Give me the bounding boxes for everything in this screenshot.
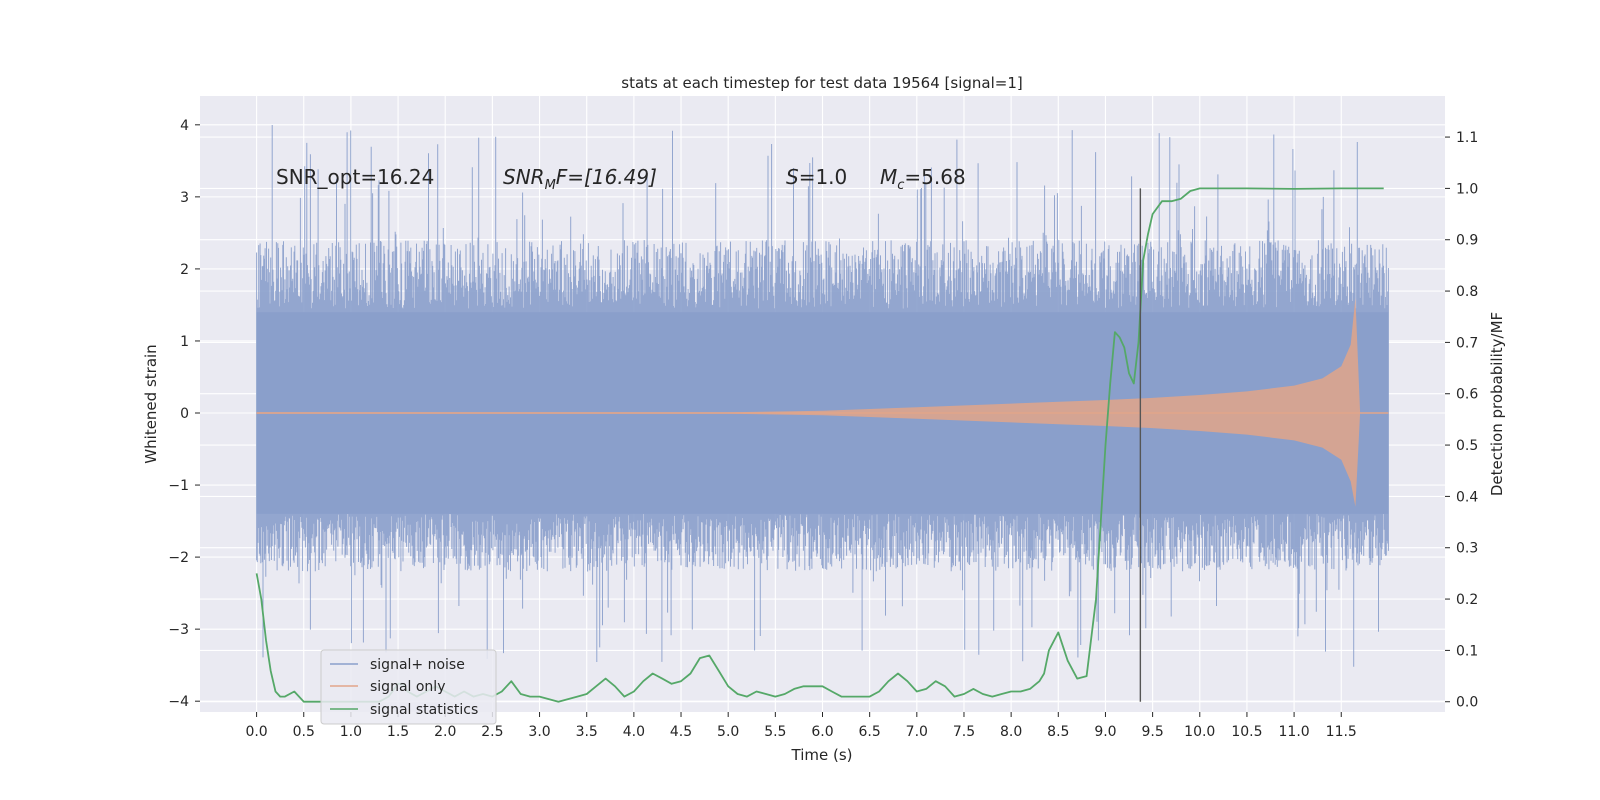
annotation-mc-value: =5.68: [904, 165, 965, 189]
x-tick-label: 1.0: [340, 724, 362, 740]
x-tick-label: 10.5: [1231, 724, 1262, 740]
x-tick-label: 11.0: [1279, 724, 1310, 740]
legend-box: [320, 649, 497, 725]
y2-tick-label: 0.4: [1456, 489, 1478, 505]
y2-tick-label: 0.8: [1456, 284, 1478, 300]
x-tick-label: 5.0: [717, 724, 739, 740]
y-tick-label: −2: [168, 550, 189, 566]
x-axis-label: Time (s): [791, 746, 853, 764]
x-tick-label: 6.5: [859, 724, 881, 740]
chart-title: stats at each timestep for test data 195…: [621, 74, 1022, 92]
x-tick-label: 7.5: [953, 724, 975, 740]
x-tick-label: 2.5: [481, 724, 503, 740]
annotation-s-italic: S: [786, 165, 799, 189]
y2-tick-label: 1.1: [1456, 130, 1478, 146]
annotation-mc-italic: M: [880, 165, 897, 189]
x-tick-label: 0.5: [293, 724, 315, 740]
y-tick-label: 4: [180, 118, 189, 134]
annotation-s: S=1.0: [786, 165, 847, 189]
x-tick-label: 1.5: [387, 724, 409, 740]
signal-only-envelope: [256, 297, 1389, 507]
y-tick-label: 0: [180, 406, 189, 422]
y2-tick-label: 0.3: [1456, 541, 1478, 557]
x-tick-label: 11.5: [1326, 724, 1357, 740]
y2-tick-label: 0.9: [1456, 233, 1478, 249]
signal-only-series: [256, 297, 1389, 507]
y-axis-ticks: 4 3 2 1 0 −1 −2 −3 −4: [168, 118, 200, 710]
legend-label-signal-noise: signal+ noise: [370, 657, 465, 673]
x-tick-label: 7.0: [906, 724, 928, 740]
annotation-mc: Mc=5.68: [880, 165, 966, 193]
annotation-snr-mf-rest: F=[16.49]: [556, 165, 657, 189]
annotation-snr-mf-main: SNR: [503, 165, 545, 189]
y2-tick-label: 1.0: [1456, 181, 1478, 197]
y-tick-label: 2: [180, 262, 189, 278]
y-tick-label: −1: [168, 478, 189, 494]
y-tick-label: 1: [180, 334, 189, 350]
y2-tick-label: 0.1: [1456, 643, 1478, 659]
y2-axis-ticks: 1.1 1.0 0.9 0.8 0.7 0.6 0.5 0.4 0.3 0.2 0.1 0.0: [1445, 130, 1478, 711]
x-tick-label: 6.0: [811, 724, 833, 740]
annotation-mc-sub: c: [897, 178, 904, 193]
x-tick-label: 4.0: [623, 724, 645, 740]
y2-axis-label: Detection probability/MF: [1488, 312, 1506, 496]
y2-tick-label: 0.0: [1456, 695, 1478, 711]
y2-tick-label: 0.6: [1456, 387, 1478, 403]
annotation-snr-opt: SNR_opt=16.24: [276, 165, 434, 189]
y2-tick-label: 0.2: [1456, 592, 1478, 608]
x-tick-label: 0.0: [245, 724, 267, 740]
x-tick-label: 9.0: [1094, 724, 1116, 740]
annotation-snr-mf: SNRMF=[16.49]: [503, 165, 657, 193]
x-tick-label: 8.5: [1047, 724, 1069, 740]
y2-tick-label: 0.7: [1456, 335, 1478, 351]
x-tick-label: 3.0: [528, 724, 550, 740]
legend-label-signal-statistics: signal statistics: [370, 702, 478, 718]
x-tick-label: 9.5: [1141, 724, 1163, 740]
annotation-s-value: =1.0: [799, 165, 848, 189]
x-tick-label: 2.0: [434, 724, 456, 740]
annotation-snr-mf-sub: M: [545, 178, 556, 193]
legend-label-signal-only: signal only: [370, 679, 445, 695]
legend: signal+ noise signal only signal statist…: [320, 649, 497, 725]
x-tick-label: 8.0: [1000, 724, 1022, 740]
x-tick-label: 4.5: [670, 724, 692, 740]
x-tick-label: 3.5: [576, 724, 598, 740]
x-tick-label: 5.5: [764, 724, 786, 740]
x-tick-label: 10.0: [1184, 724, 1215, 740]
x-axis-ticks: 0.0 0.5 1.0 1.5 2.0 2.5 3.0 3.5 4.0 4.5 5.0 5.5 6.0 6…: [245, 712, 1357, 740]
y-tick-label: −4: [168, 694, 189, 710]
y2-tick-label: 0.5: [1456, 438, 1478, 454]
y-tick-label: 3: [180, 190, 189, 206]
y-tick-label: −3: [168, 622, 189, 638]
y-axis-label: Whitened strain: [142, 344, 160, 463]
